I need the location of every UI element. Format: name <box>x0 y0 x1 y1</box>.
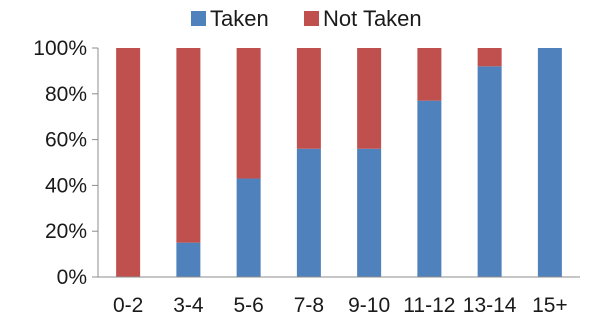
y-tick-label: 80% <box>45 83 87 106</box>
x-tick-label: 9-10 <box>348 294 390 317</box>
bar-taken-5-6 <box>236 178 261 277</box>
x-tick-label: 0-2 <box>113 294 143 317</box>
x-axis: 0-2 3-4 5-6 7-8 9-10 11-12 13-14 15+ <box>98 276 580 317</box>
bar-not-taken-5-6 <box>236 48 261 179</box>
y-tick-label: 20% <box>45 220 87 243</box>
y-tick-label: 100% <box>33 37 87 60</box>
bar-taken-15+ <box>537 48 562 277</box>
bar-not-taken-0-2 <box>116 48 141 277</box>
y-tick-label: 0% <box>57 266 87 289</box>
legend-swatch-not-taken <box>304 11 319 26</box>
y-axis: 0% 20% 40% 60% 80% 100% <box>33 37 99 289</box>
x-tick-label: 3-4 <box>173 294 204 317</box>
bar-not-taken-3-4 <box>176 48 201 243</box>
bar-taken-3-4 <box>176 242 201 277</box>
bar-not-taken-13-14 <box>477 48 502 67</box>
bar-not-taken-11-12 <box>417 48 442 101</box>
legend-label-taken: Taken <box>210 6 269 31</box>
bar-not-taken-9-10 <box>357 48 382 149</box>
bar-not-taken-7-8 <box>296 48 321 149</box>
x-tick-label: 15+ <box>532 294 568 317</box>
bars <box>116 48 562 277</box>
y-tick-label: 60% <box>45 129 87 152</box>
x-tick-label: 11-12 <box>403 294 455 317</box>
legend: Taken Not Taken <box>191 6 422 31</box>
bar-taken-9-10 <box>357 148 382 277</box>
legend-label-not-taken: Not Taken <box>323 6 422 31</box>
bar-taken-13-14 <box>477 66 502 277</box>
x-tick-label: 7-8 <box>294 294 324 317</box>
legend-swatch-taken <box>191 11 206 26</box>
bar-taken-7-8 <box>296 148 321 277</box>
x-tick-label: 13-14 <box>463 294 517 317</box>
bar-taken-11-12 <box>417 100 442 277</box>
y-tick-label: 40% <box>45 174 87 197</box>
x-tick-label: 5-6 <box>233 294 263 317</box>
